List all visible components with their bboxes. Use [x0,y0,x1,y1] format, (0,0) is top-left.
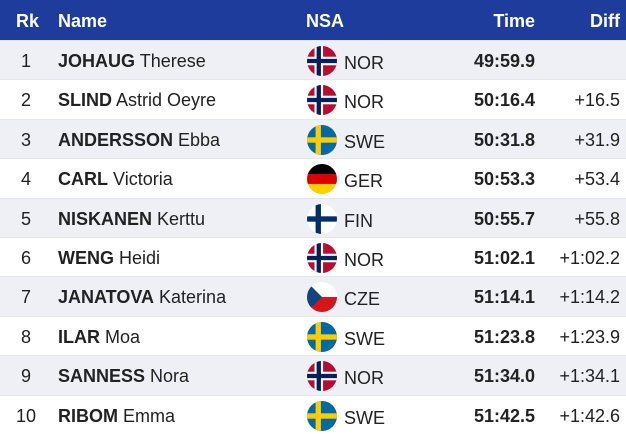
athlete-name: ANDERSSON Ebba [58,130,220,151]
result-row: 1 JOHAUG Therese NOR 49:59.9 [0,40,626,80]
nsa: NOR [344,368,384,389]
rank: 6 [20,248,31,268]
given-name: Astrid Oeyre [116,90,217,111]
given-name: Ebba [178,129,221,150]
rank: 9 [20,366,31,387]
nsa: SWE [344,131,386,152]
time: 50:55.7 [473,208,535,229]
header-time: Time [493,11,535,31]
athlete-name: CARL Victoria [58,169,173,190]
nsa: SWE [344,407,386,428]
flag [307,282,337,312]
rank: 2 [20,90,31,111]
header-name: Name [58,11,108,31]
result-row: 9 SANNESS Nora NOR 51:34.0 +1:34.1 [0,355,626,395]
diff: +1:02.2 [559,248,620,268]
flag [307,85,337,115]
surname: WENG [58,248,114,268]
surname: ANDERSSON [58,129,174,150]
rank: 10 [15,405,37,426]
nsa: NOR [344,250,384,270]
given-name: Therese [139,51,206,71]
time: 50:53.3 [473,169,535,190]
diff: +1:42.6 [559,405,620,426]
result-row: 3 ANDERSSON Ebba SWE 50:31.8 +31.9 [0,118,626,159]
header-rank: Rk [16,11,40,31]
diff: +31.9 [574,129,620,150]
time: 51:02.1 [473,248,535,268]
header-nsa: NSA [306,11,345,31]
flag [307,361,337,391]
diff: +1:23.9 [559,326,620,347]
given-name: Katerina [159,287,227,308]
nsa: CZE [344,289,380,310]
athlete-name: SLIND Astrid Oeyre [58,90,216,111]
surname: NISKANEN [58,208,153,229]
surname: SLIND [58,90,112,111]
nsa: FIN [344,210,373,231]
rank: 3 [20,129,31,150]
rank: 8 [20,326,31,347]
time: 50:31.8 [473,129,535,150]
diff: +55.8 [574,208,620,229]
diff: +53.4 [574,169,620,190]
rank: 5 [20,208,31,229]
athlete-name: NISKANEN Kerttu [58,209,205,230]
result-row: 6 WENG Heidi NOR 51:02.1 +1:02.2 [0,237,626,276]
diff: +16.5 [574,90,620,111]
surname: SANNESS [58,366,146,387]
given-name: Kerttu [157,208,206,229]
athlete-name: SANNESS Nora [58,366,189,387]
surname: JANATOVA [58,287,155,308]
flag [307,204,337,234]
time: 51:34.0 [473,366,535,387]
time: 49:59.9 [473,51,535,71]
result-row: 4 CARL Victoria GER 50:53.3 +53.4 [0,158,626,197]
given-name: Moa [105,326,141,347]
given-name: Emma [123,405,176,426]
surname: CARL [58,169,108,190]
given-name: Nora [150,366,190,387]
result-row: 7 JANATOVA Katerina CZE 51:14.1 +1:14.2 [0,276,626,316]
nsa: GER [344,171,384,192]
rank: 4 [20,169,31,190]
diff: +1:14.2 [559,287,620,308]
nsa: NOR [344,92,384,113]
time: 51:42.5 [473,405,535,426]
result-row: 8 ILAR Moa SWE 51:23.8 +1:23.9 [0,315,626,355]
flag [307,125,337,155]
header-diff: Diff [590,11,620,31]
nsa: NOR [344,53,384,73]
result-row: 2 SLIND Astrid Oeyre NOR 50:16.4 +16.5 [0,79,626,118]
time: 51:23.8 [473,326,535,347]
given-name: Heidi [119,248,161,268]
surname: RIBOM [58,405,118,426]
rank: 1 [20,51,31,71]
flag [307,46,337,76]
athlete-name: RIBOM Emma [58,406,175,427]
athlete-name: ILAR Moa [58,327,140,348]
flag [307,243,337,273]
nsa: SWE [344,328,386,349]
result-row: 10 RIBOM Emma SWE 51:42.5 +1:42.6 [0,394,626,434]
time: 50:16.4 [473,90,535,111]
flag [307,401,337,431]
surname: JOHAUG [58,51,136,71]
flag [307,322,337,352]
result-row: 5 NISKANEN Kerttu FIN 50:55.7 +55.8 [0,197,626,237]
flag [307,164,337,194]
time: 51:14.1 [473,287,535,308]
diff: +1:34.1 [559,366,620,387]
athlete-name: JANATOVA Katerina [58,287,226,308]
athlete-name: JOHAUG Therese [58,51,206,72]
athlete-name: WENG Heidi [58,248,160,269]
rank: 7 [20,287,31,308]
given-name: Victoria [113,169,173,190]
surname: ILAR [58,326,100,347]
table-header: Rk Name NSA Time Diff [0,0,626,40]
